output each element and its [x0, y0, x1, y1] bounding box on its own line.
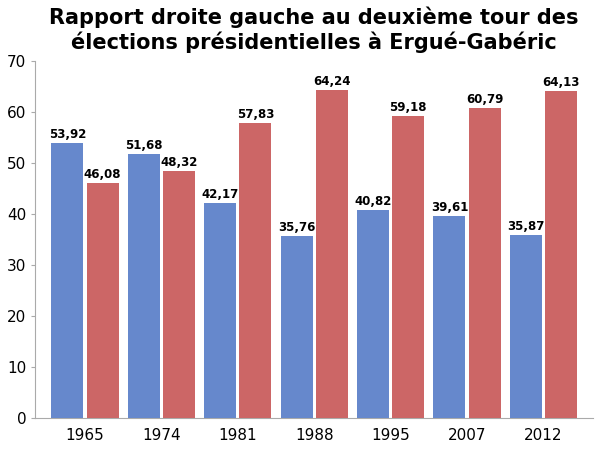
Text: 53,92: 53,92: [49, 128, 86, 141]
Bar: [357, 210, 389, 418]
Text: 35,87: 35,87: [507, 220, 545, 233]
Bar: [469, 108, 500, 419]
Bar: [128, 154, 160, 418]
Text: 59,18: 59,18: [389, 101, 427, 114]
Text: 48,32: 48,32: [160, 156, 197, 169]
Bar: [239, 123, 271, 419]
Bar: [392, 116, 424, 418]
Bar: [204, 203, 236, 418]
Text: 40,82: 40,82: [355, 195, 392, 207]
Text: 51,68: 51,68: [125, 139, 163, 152]
Text: 46,08: 46,08: [84, 168, 121, 181]
Bar: [545, 90, 577, 419]
Bar: [163, 171, 195, 418]
Text: 60,79: 60,79: [466, 93, 503, 106]
Bar: [86, 183, 119, 418]
Bar: [281, 235, 313, 418]
Text: 39,61: 39,61: [431, 201, 468, 214]
Bar: [433, 216, 466, 418]
Bar: [316, 90, 348, 418]
Text: 42,17: 42,17: [202, 188, 239, 201]
Title: Rapport droite gauche au deuxième tour des
élections présidentielles à Ergué-Gab: Rapport droite gauche au deuxième tour d…: [49, 7, 579, 54]
Bar: [510, 235, 542, 418]
Text: 57,83: 57,83: [236, 108, 274, 121]
Text: 64,13: 64,13: [542, 76, 580, 89]
Text: 64,24: 64,24: [313, 75, 350, 88]
Text: 35,76: 35,76: [278, 220, 316, 234]
Bar: [52, 143, 83, 418]
